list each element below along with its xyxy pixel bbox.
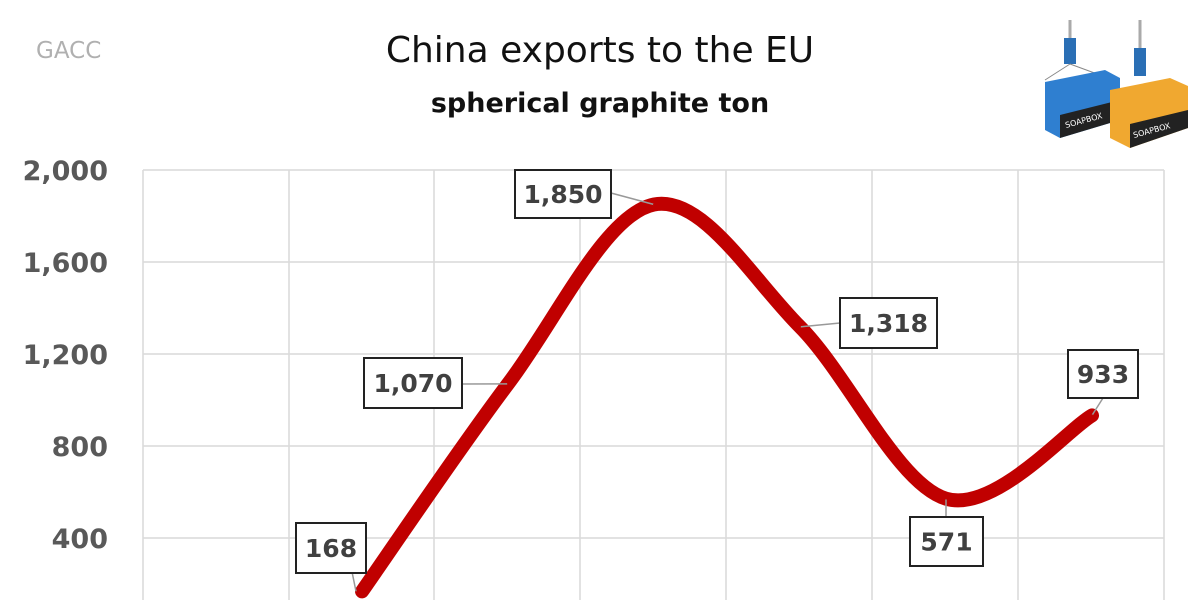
- data-label-box: [1067, 349, 1139, 399]
- data-label: 1,070: [373, 369, 452, 398]
- data-label: 1,318: [849, 309, 928, 338]
- y-tick-label: 1,600: [23, 248, 108, 279]
- y-tick-label: 2,000: [23, 156, 108, 187]
- data-label: 1,850: [523, 180, 602, 209]
- data-point: [1091, 414, 1093, 417]
- y-tick-label: 800: [52, 432, 108, 463]
- chart-title: China exports to the EU: [385, 30, 815, 71]
- chart-subtitle: spherical graphite ton: [430, 88, 770, 119]
- data-label-box: [295, 522, 367, 574]
- data-label-box: [363, 357, 463, 409]
- data-label-box: [909, 516, 984, 567]
- data-point: [507, 382, 509, 385]
- series-line: [355, 196, 1099, 599]
- source-label: GACC: [36, 38, 102, 64]
- y-tick-label: 400: [52, 524, 108, 555]
- leader-line: [799, 322, 841, 328]
- data-point: [945, 497, 947, 500]
- y-tick-label: 1,200: [23, 340, 108, 371]
- data-label-box: [839, 297, 938, 349]
- data-label: 571: [920, 528, 972, 557]
- data-point: [653, 203, 655, 206]
- data-label: 933: [1077, 360, 1129, 389]
- data-label-box: [514, 169, 612, 219]
- data-label: 168: [305, 534, 357, 563]
- leader-line: [610, 192, 655, 206]
- data-point: [799, 325, 801, 328]
- data-point: [361, 590, 363, 593]
- leader-line: [1091, 397, 1104, 416]
